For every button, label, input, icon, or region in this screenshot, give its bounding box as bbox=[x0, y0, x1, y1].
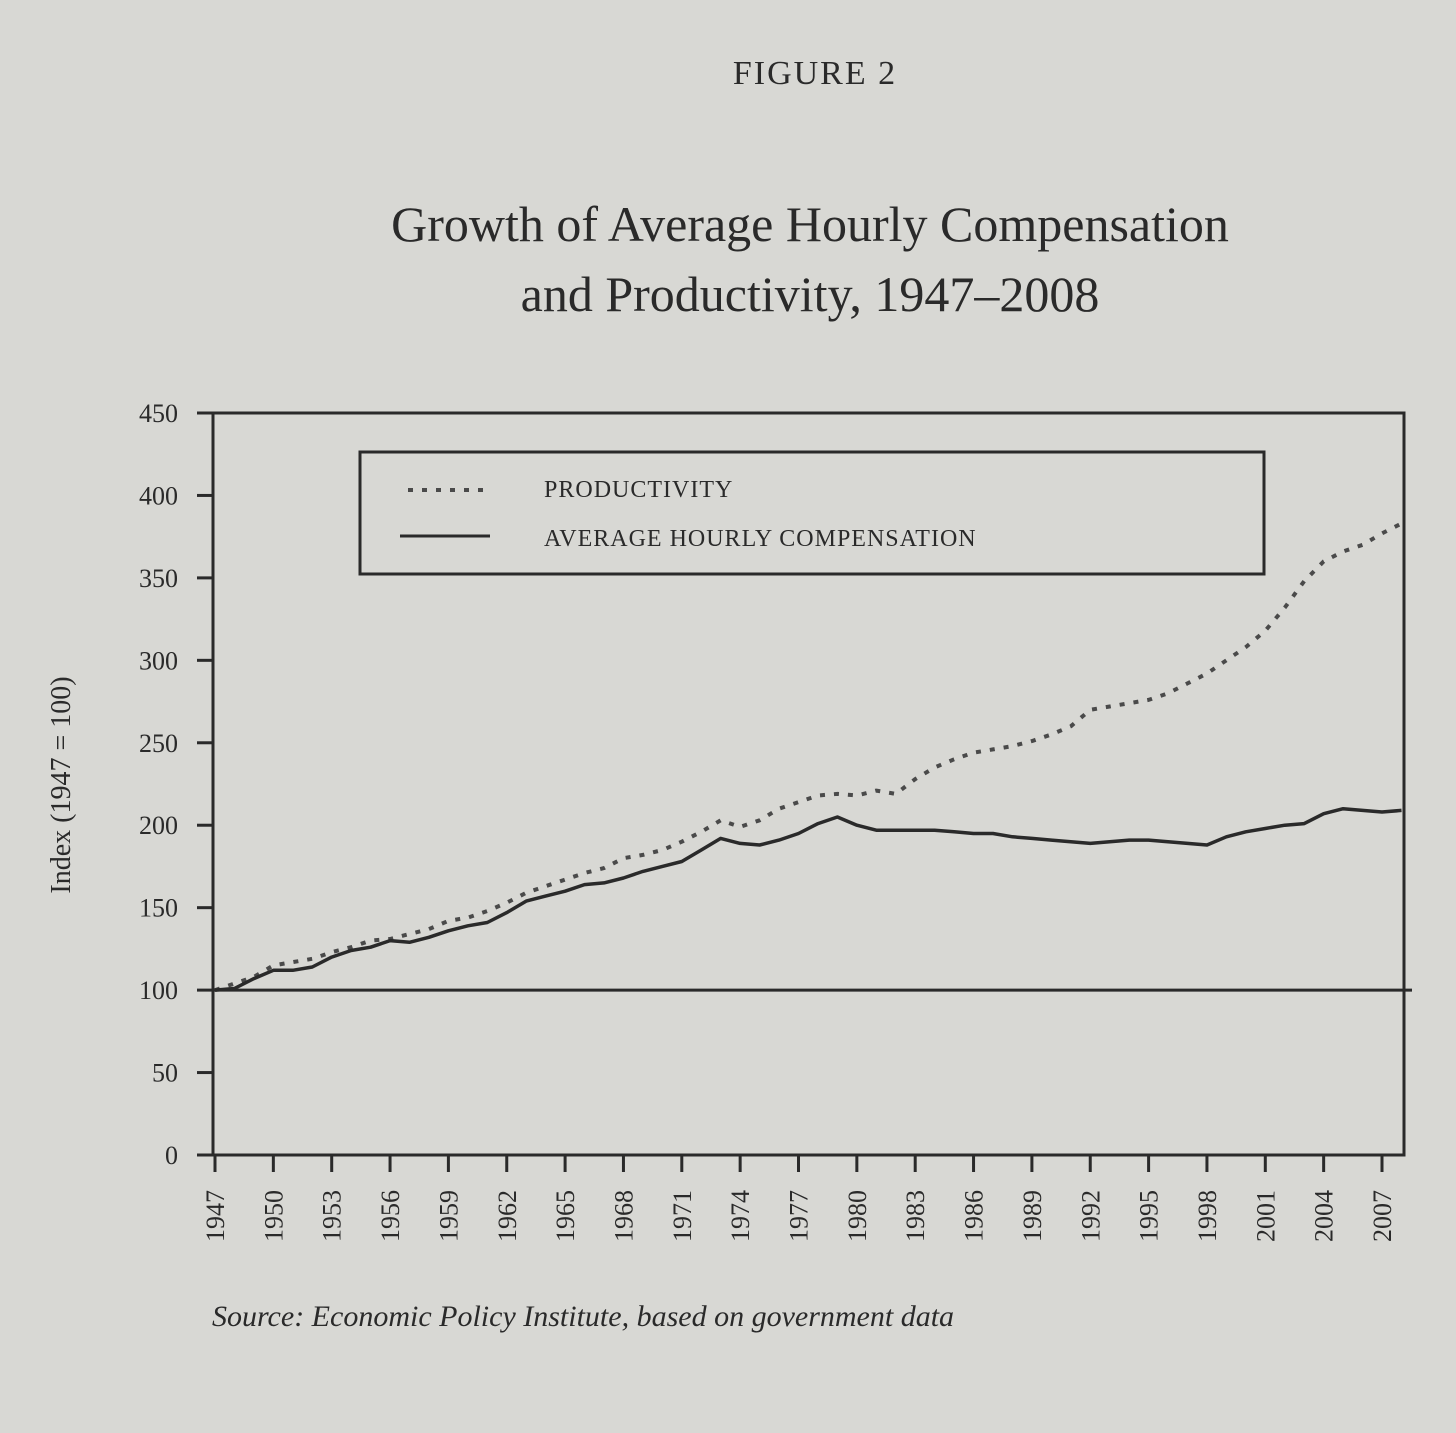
x-tick-label: 1980 bbox=[843, 1190, 872, 1242]
y-tick-label: 300 bbox=[139, 646, 178, 675]
x-tick-label: 1995 bbox=[1135, 1190, 1164, 1242]
legend: PRODUCTIVITY AVERAGE HOURLY COMPENSATION bbox=[358, 450, 1266, 576]
x-tick-label: 1968 bbox=[609, 1190, 638, 1242]
x-tick-label: 2001 bbox=[1251, 1190, 1280, 1242]
x-tick-label: 1971 bbox=[668, 1190, 697, 1242]
y-axis-label: Index (1947 = 100) bbox=[46, 676, 77, 893]
y-axis: 0 50 100 150 200 250 300 350 400 450 bbox=[139, 399, 213, 1170]
y-tick-label: 100 bbox=[139, 976, 178, 1005]
x-tick-label: 1974 bbox=[726, 1190, 755, 1242]
x-tick-label: 1947 bbox=[201, 1190, 230, 1242]
x-tick-label: 2007 bbox=[1368, 1190, 1397, 1242]
y-tick-label: 450 bbox=[139, 399, 178, 428]
chart-title-line-2: and Productivity, 1947–2008 bbox=[520, 266, 1100, 322]
y-tick-label: 200 bbox=[139, 811, 178, 840]
legend-label-compensation: AVERAGE HOURLY COMPENSATION bbox=[544, 526, 977, 552]
series-group bbox=[214, 521, 1403, 992]
x-tick-label: 1983 bbox=[901, 1190, 930, 1242]
y-tick-label: 350 bbox=[139, 564, 178, 593]
legend-label-productivity: PRODUCTIVITY bbox=[544, 477, 733, 503]
figure-label: FIGURE 2 bbox=[732, 55, 898, 92]
source-note: Source: Economic Policy Institute, based… bbox=[212, 1300, 955, 1333]
x-tick-label: 1992 bbox=[1076, 1190, 1105, 1242]
series-line-compensation bbox=[214, 806, 1402, 992]
x-tick-label: 1986 bbox=[960, 1190, 989, 1242]
x-tick-label: 1953 bbox=[318, 1190, 347, 1242]
y-tick-label: 50 bbox=[152, 1059, 178, 1088]
x-tick-label: 1959 bbox=[434, 1190, 463, 1242]
series-line-productivity bbox=[214, 521, 1403, 992]
x-tick-label: 1998 bbox=[1193, 1190, 1222, 1242]
y-tick-label: 150 bbox=[139, 894, 178, 923]
y-tick-label: 0 bbox=[165, 1141, 178, 1170]
x-tick-label: 1965 bbox=[551, 1190, 580, 1242]
x-tick-label: 1977 bbox=[785, 1190, 814, 1242]
legend-box bbox=[358, 450, 1266, 576]
chart-title-line-1: Growth of Average Hourly Compensation bbox=[391, 196, 1229, 252]
y-tick-label: 250 bbox=[139, 729, 178, 758]
x-axis: 1947 1950 1953 1956 1959 1962 1965 1968 1971 1974… bbox=[201, 1155, 1397, 1242]
x-tick-label: 1950 bbox=[259, 1190, 288, 1242]
y-tick-label: 400 bbox=[139, 481, 178, 510]
x-tick-label: 1989 bbox=[1018, 1190, 1047, 1242]
plot-frame bbox=[211, 411, 1406, 1157]
x-tick-label: 1962 bbox=[493, 1190, 522, 1242]
x-tick-label: 1956 bbox=[376, 1190, 405, 1242]
x-tick-label: 2004 bbox=[1310, 1190, 1339, 1242]
